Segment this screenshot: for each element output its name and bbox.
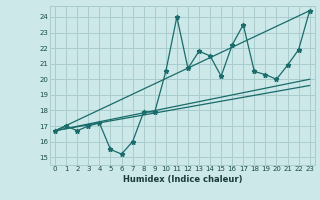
X-axis label: Humidex (Indice chaleur): Humidex (Indice chaleur) bbox=[123, 175, 242, 184]
